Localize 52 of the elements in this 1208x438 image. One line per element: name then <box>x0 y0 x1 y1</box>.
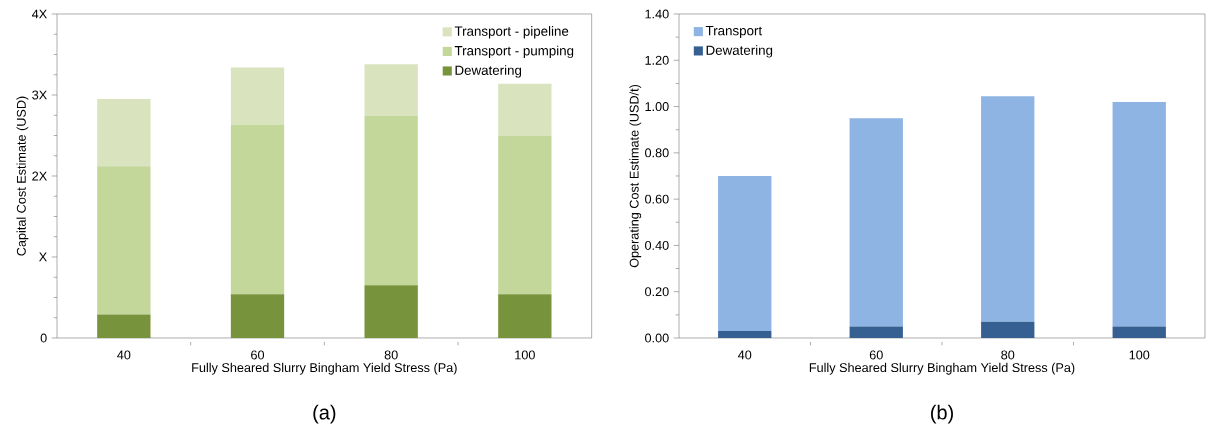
y-tick-label: 0.80 <box>645 148 669 158</box>
bar <box>718 175 772 332</box>
bar <box>364 116 418 286</box>
bar <box>498 294 552 338</box>
y-tick-label: 0.60 <box>645 194 669 204</box>
bar <box>498 135 552 295</box>
x-tick-label: 40 <box>117 350 131 360</box>
y-axis-title: Operating Cost Estimate (USD/t) <box>629 84 642 268</box>
text: (b) <box>931 404 953 424</box>
x-tick-label: 100 <box>515 350 535 360</box>
bar <box>230 294 285 338</box>
legend-label: Transport - pipeline <box>454 26 569 39</box>
y-tick-label: 0.40 <box>645 240 669 250</box>
y-tick-label: 0 <box>40 333 47 343</box>
bar <box>498 83 552 136</box>
legend-label: Transport <box>705 26 763 39</box>
bar <box>97 314 151 338</box>
bar <box>230 124 285 295</box>
x-tick-label: 60 <box>251 350 265 360</box>
y-tick-label: 0.00 <box>645 333 669 343</box>
x-tick-label: 40 <box>738 350 752 360</box>
x-tick-label: 60 <box>869 350 883 360</box>
bar <box>230 67 285 125</box>
text: (a) <box>313 404 336 424</box>
bar <box>97 166 151 315</box>
bar <box>364 285 418 338</box>
bar <box>718 331 772 338</box>
y-tick-label: 4X <box>31 9 47 19</box>
x-tick-label: 80 <box>1001 350 1015 360</box>
bar <box>849 326 903 338</box>
bar <box>1112 326 1166 338</box>
legend-label: Dewatering <box>455 65 522 78</box>
bar <box>981 96 1035 322</box>
y-axis-title: Capital Cost Estimate (USD) <box>16 96 29 256</box>
x-axis-title: Fully Sheared Slurry Bingham Yield Stress (Pa) <box>192 362 457 375</box>
y-tick-label: 0.20 <box>645 287 669 297</box>
y-tick-label: 1.00 <box>645 102 669 112</box>
x-axis-title: Fully Sheared Slurry Bingham Yield Stress (Pa) <box>809 362 1075 375</box>
bar <box>981 321 1035 338</box>
y-tick-label: 1.40 <box>645 9 669 19</box>
y-tick-label: X <box>39 252 47 262</box>
x-tick-label: 80 <box>384 350 398 360</box>
legend-label: Transport - pumping <box>454 45 574 59</box>
bar <box>849 118 903 327</box>
y-tick-label: 2X <box>32 171 47 181</box>
y-tick-label: 1.20 <box>645 55 669 65</box>
bar <box>97 99 151 167</box>
y-tick-label: 3X <box>32 90 47 100</box>
legend-label: Dewatering <box>706 45 773 58</box>
bar <box>364 64 418 117</box>
x-tick-label: 100 <box>1129 350 1150 360</box>
bar <box>1112 101 1166 327</box>
